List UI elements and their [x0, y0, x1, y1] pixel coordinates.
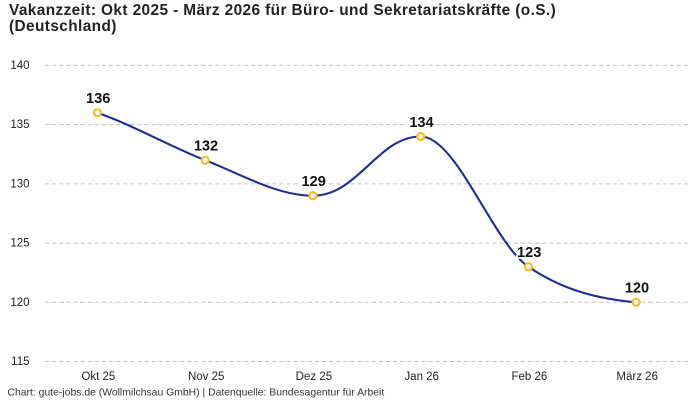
svg-text:Nov 25: Nov 25	[188, 371, 224, 383]
svg-text:125: 125	[10, 238, 29, 250]
svg-text:120: 120	[625, 281, 649, 297]
svg-text:130: 130	[10, 179, 29, 191]
svg-text:Chart: gute-jobs.de (Wollmilch: Chart: gute-jobs.de (Wollmilchsau GmbH) …	[8, 388, 385, 399]
svg-text:120: 120	[10, 297, 29, 309]
svg-text:Dez 25: Dez 25	[296, 371, 332, 383]
svg-text:Okt 25: Okt 25	[81, 371, 115, 383]
svg-text:(Deutschland): (Deutschland)	[9, 18, 117, 35]
svg-text:135: 135	[10, 119, 29, 131]
svg-text:Jan 26: Jan 26	[404, 371, 439, 383]
svg-text:Vakanzzeit: Okt 2025 - März 20: Vakanzzeit: Okt 2025 - März 2026 für Bür…	[9, 2, 556, 19]
svg-text:140: 140	[10, 60, 29, 72]
svg-text:136: 136	[86, 91, 110, 107]
svg-text:115: 115	[11, 356, 29, 368]
svg-text:129: 129	[302, 174, 326, 190]
svg-text:123: 123	[517, 245, 541, 261]
svg-text:134: 134	[409, 115, 434, 131]
svg-text:Feb 26: Feb 26	[511, 371, 547, 383]
svg-text:132: 132	[194, 139, 218, 155]
svg-text:März 26: März 26	[616, 371, 658, 383]
